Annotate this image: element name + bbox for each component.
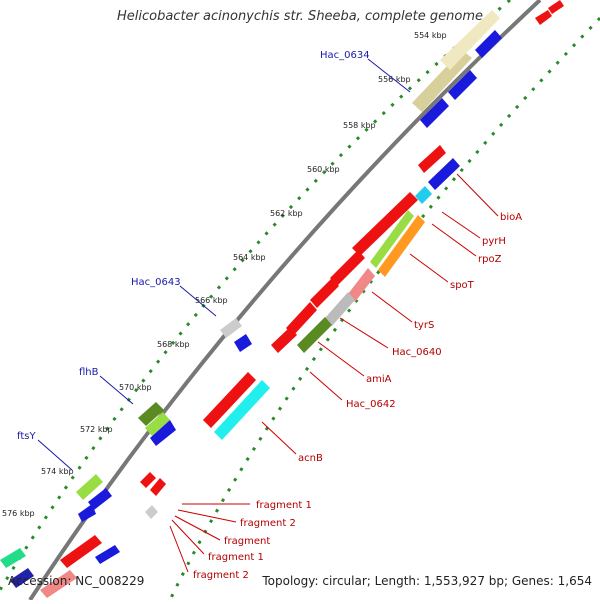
cds-feature[interactable]: [297, 317, 332, 353]
cds-feature[interactable]: [330, 250, 365, 286]
cds-feature[interactable]: [95, 545, 120, 564]
cds-feature[interactable]: [415, 186, 432, 204]
cds-feature[interactable]: [40, 570, 77, 598]
gc-track-inner: [0, 0, 511, 591]
gene-label-bioa[interactable]: bioA: [500, 212, 522, 223]
cds-feature[interactable]: [76, 474, 103, 500]
kbp-tick: 576 kbp: [2, 509, 35, 518]
gene-label-hac-0640[interactable]: Hac_0640: [392, 347, 442, 358]
gene-label-amia[interactable]: amiA: [366, 374, 392, 385]
cds-feature[interactable]: [10, 568, 34, 588]
cds-feature[interactable]: [145, 505, 158, 519]
gene-label-hac-0643[interactable]: Hac_0643: [131, 277, 181, 288]
gene-label-spot[interactable]: spoT: [450, 280, 475, 291]
gene-label-hac-0642[interactable]: Hac_0642: [346, 399, 396, 410]
kbp-tick: 554 kbp: [414, 31, 447, 40]
kbp-ticks: 554 kbp 556 kbp 558 kbp 560 kbp 562 kbp …: [2, 31, 447, 518]
cds-feature[interactable]: [88, 488, 112, 510]
gene-label-fragment-1[interactable]: fragment 1: [208, 552, 264, 563]
gene-label-flhb[interactable]: flhB: [79, 367, 99, 378]
cds-feature[interactable]: [412, 50, 472, 112]
gene-label-pyrh[interactable]: pyrH: [482, 236, 506, 247]
cds-feature[interactable]: [0, 548, 26, 568]
cds-feature[interactable]: [535, 10, 552, 25]
right-labels: bioA pyrH rpoZ spoT tyrS Hac_0640 amiA H…: [193, 212, 522, 581]
cds-feature[interactable]: [548, 0, 564, 14]
cds-features-inner: [0, 318, 252, 588]
cds-feature[interactable]: [370, 210, 414, 268]
cds-feature[interactable]: [220, 318, 242, 338]
cds-feature[interactable]: [60, 535, 102, 568]
gene-label-fragment-2[interactable]: fragment 2: [193, 570, 249, 581]
cds-feature[interactable]: [325, 292, 355, 326]
kbp-tick: 574 kbp: [41, 467, 74, 476]
cds-feature[interactable]: [150, 478, 166, 496]
cds-feature[interactable]: [140, 472, 156, 488]
gene-label-fragment-2[interactable]: fragment 2: [240, 518, 296, 529]
accession-text: Accession: NC_008229: [8, 574, 145, 588]
kbp-tick: 560 kbp: [307, 165, 340, 174]
gene-label-tyrs[interactable]: tyrS: [414, 320, 434, 331]
cds-feature[interactable]: [234, 334, 252, 352]
gene-label-rpoz[interactable]: rpoZ: [478, 254, 502, 265]
cds-feature[interactable]: [310, 278, 339, 308]
cds-feature[interactable]: [352, 192, 418, 256]
cds-feature[interactable]: [378, 215, 425, 277]
kbp-tick: 566 kbp: [195, 296, 228, 305]
cds-feature[interactable]: [448, 70, 477, 100]
cds-feature[interactable]: [428, 158, 460, 190]
kbp-tick: 568 kbp: [157, 340, 190, 349]
kbp-tick: 564 kbp: [233, 253, 266, 262]
left-leaders: [37, 58, 411, 471]
gene-label-hac-0634[interactable]: Hac_0634: [320, 50, 370, 61]
cds-feature[interactable]: [418, 145, 446, 173]
cds-feature[interactable]: [475, 30, 502, 58]
cds-feature[interactable]: [348, 268, 375, 302]
gene-label-fragment[interactable]: fragment: [224, 536, 270, 547]
cds-feature[interactable]: [440, 10, 500, 70]
cds-feature[interactable]: [138, 402, 164, 426]
gene-label-ftsy[interactable]: ftsY: [17, 431, 36, 442]
kbp-tick: 562 kbp: [270, 209, 303, 218]
gene-label-acnb[interactable]: acnB: [298, 453, 323, 464]
cds-feature[interactable]: [203, 372, 256, 428]
cds-feature[interactable]: [145, 412, 170, 436]
kbp-tick: 570 kbp: [119, 383, 152, 392]
left-labels: Hac_0634 Hac_0643 flhB ftsY: [17, 50, 370, 442]
cds-features-outer: [40, 0, 564, 598]
page-title: Helicobacter acinonychis str. Sheeba, co…: [116, 9, 483, 24]
kbp-tick: 558 kbp: [343, 121, 376, 130]
cds-feature[interactable]: [78, 504, 96, 522]
gc-track-outer: [168, 16, 600, 601]
gene-label-fragment-1[interactable]: fragment 1: [256, 500, 312, 511]
cds-feature[interactable]: [214, 380, 270, 440]
cds-feature[interactable]: [271, 327, 297, 353]
cds-feature[interactable]: [420, 98, 449, 128]
cds-feature[interactable]: [150, 420, 176, 446]
kbp-tick: 572 kbp: [80, 425, 113, 434]
right-leaders: [169, 173, 499, 573]
cds-feature[interactable]: [286, 302, 317, 336]
summary-text: Topology: circular; Length: 1,553,927 bp…: [262, 574, 592, 588]
